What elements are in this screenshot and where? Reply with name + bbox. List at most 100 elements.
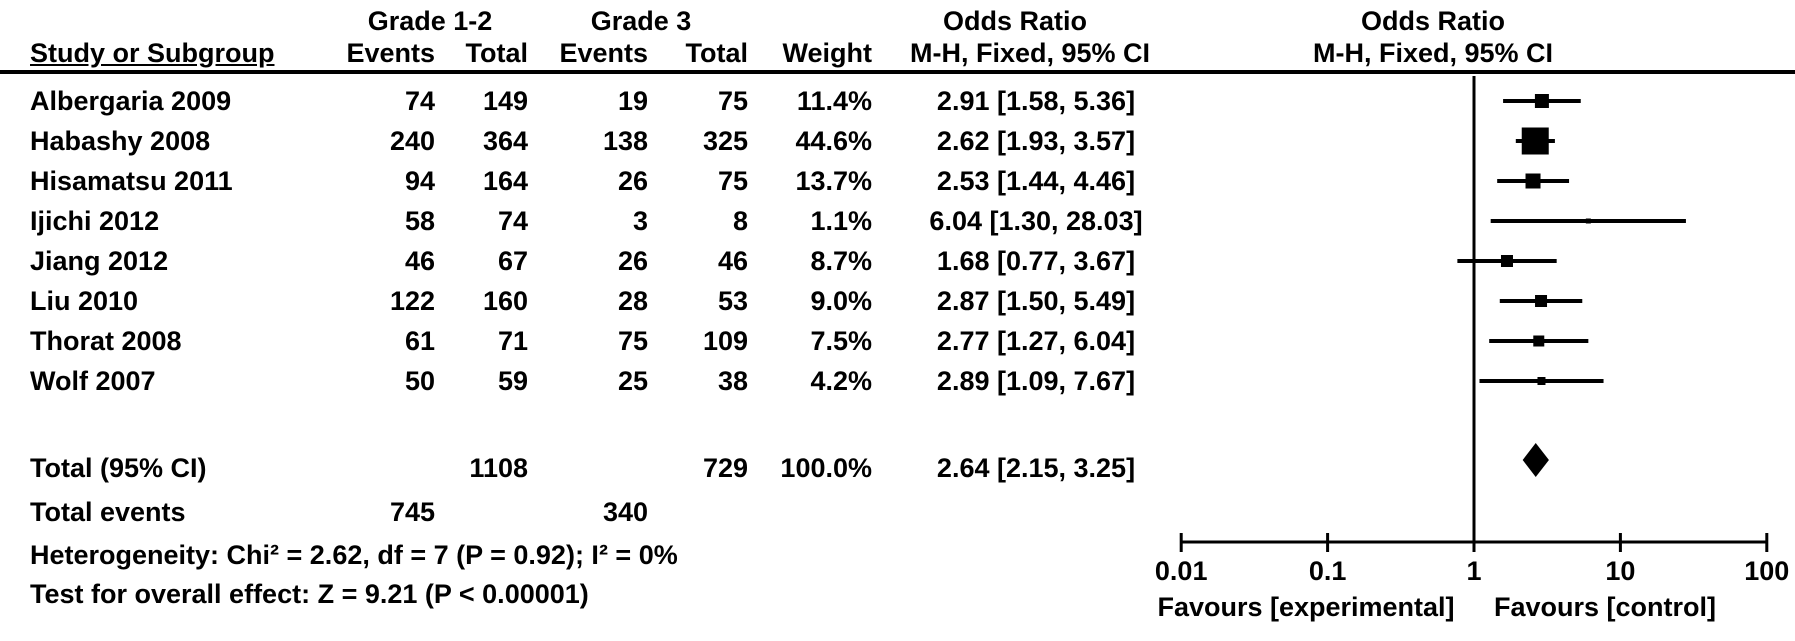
total-or-ci: 2.64 [2.15, 3.25]	[936, 453, 1136, 483]
grade12-events-cell: 50	[404, 366, 435, 396]
or-point-marker	[1525, 173, 1541, 189]
grade12-total-cell: 74	[497, 206, 528, 236]
or-ci-cell: 2.62 [1.93, 3.57]	[936, 126, 1136, 156]
grade12-total-cell: 164	[482, 166, 528, 196]
grade3-events-cell: 28	[617, 286, 648, 316]
weight-cell: 13.7%	[795, 166, 872, 196]
grade12-events-cell: 58	[404, 206, 435, 236]
total-row: Total (95% CI) 1108 729 100.0% 2.64 [2.1…	[0, 451, 1795, 485]
or-point-marker	[1521, 127, 1549, 155]
grade3-events-cell: 138	[602, 126, 648, 156]
study-name-cell: Jiang 2012	[30, 246, 169, 276]
or-point-marker	[1537, 377, 1546, 385]
grade12-total-cell: 59	[497, 366, 528, 396]
weight-cell: 4.2%	[810, 366, 872, 396]
grade3-events-header: Events	[559, 38, 648, 68]
grade12-total-cell: 364	[482, 126, 528, 156]
grade3-total-cell: 75	[717, 86, 748, 116]
total-diamond	[1522, 443, 1549, 477]
table-row: Habashy 2008 240 364 138 325 44.6% 2.62 …	[0, 124, 1795, 158]
grade3-total-cell: 8	[732, 206, 748, 236]
table-row: Ijichi 2012 58 74 3 8 1.1% 6.04 [1.30, 2…	[0, 204, 1795, 238]
or-ci-cell: 2.91 [1.58, 5.36]	[936, 86, 1136, 116]
grade3-total-cell: 325	[702, 126, 748, 156]
grade3-events-cell: 25	[617, 366, 648, 396]
total-events-label: Total events	[30, 497, 186, 527]
weight-cell: 1.1%	[810, 206, 872, 236]
or-column-subheader: M-H, Fixed, 95% CI	[909, 38, 1151, 68]
heterogeneity-text: Heterogeneity: Chi² = 2.62, df = 7 (P = …	[30, 540, 678, 570]
or-point-marker	[1500, 255, 1513, 267]
weight-cell: 11.4%	[796, 86, 872, 116]
study-name-cell: Ijichi 2012	[30, 206, 160, 236]
grade3-total-cell: 38	[717, 366, 748, 396]
grade12-events-cell: 240	[389, 126, 435, 156]
grade12-total-cell: 71	[497, 326, 528, 356]
study-name-cell: Albergaria 2009	[30, 86, 232, 116]
table-row: Jiang 2012 46 67 26 46 8.7% 1.68 [0.77, …	[0, 244, 1795, 278]
grade3-total-cell: 109	[702, 326, 748, 356]
column-group-grade3: Grade 3	[590, 6, 692, 36]
grade12-total-cell: 160	[482, 286, 528, 316]
or-ci-cell: 6.04 [1.30, 28.03]	[929, 206, 1143, 236]
total-weight: 100.0%	[780, 453, 872, 483]
overall-effect-text: Test for overall effect: Z = 9.21 (P < 0…	[30, 579, 589, 609]
grade3-events-cell: 26	[617, 246, 648, 276]
grade12-events-cell: 74	[404, 86, 435, 116]
grade12-events-cell: 46	[404, 246, 435, 276]
grade3-total-header: Total	[685, 38, 749, 68]
favours-left-label: Favours [experimental]	[1157, 592, 1455, 622]
x-tick-label: 0.01	[1154, 556, 1208, 586]
grade3-events-cell: 26	[617, 166, 648, 196]
grade3-events-cell: 75	[617, 326, 648, 356]
total-grade12-total: 1108	[469, 453, 528, 483]
study-name-cell: Thorat 2008	[30, 326, 182, 356]
grade3-events-cell: 3	[632, 206, 648, 236]
or-column-title: Odds Ratio	[942, 6, 1087, 36]
or-point-marker	[1535, 295, 1548, 307]
table-row: Albergaria 2009 74 149 19 75 11.4% 2.91 …	[0, 84, 1795, 118]
x-tick-label: 0.1	[1308, 556, 1347, 586]
table-row: Wolf 2007 50 59 25 38 4.2% 2.89 [1.09, 7…	[0, 364, 1795, 398]
study-name-cell: Wolf 2007	[30, 366, 156, 396]
total-events-grade12: 745	[389, 497, 435, 527]
study-name-cell: Habashy 2008	[30, 126, 211, 156]
heterogeneity-row: Heterogeneity: Chi² = 2.62, df = 7 (P = …	[0, 538, 1795, 572]
total-events-grade3: 340	[602, 497, 648, 527]
study-name-cell: Liu 2010	[30, 286, 139, 316]
or-ci-cell: 2.87 [1.50, 5.49]	[936, 286, 1136, 316]
or-point-marker	[1533, 335, 1545, 347]
or-point-marker	[1585, 218, 1591, 224]
weight-cell: 9.0%	[810, 286, 872, 316]
x-tick-label: 10	[1605, 556, 1636, 586]
plot-column-title: Odds Ratio	[1360, 6, 1505, 36]
header-rule	[0, 70, 1795, 74]
weight-column-header: Weight	[782, 38, 873, 68]
grade12-total-header: Total	[465, 38, 529, 68]
overall-effect-row: Test for overall effect: Z = 9.21 (P < 0…	[0, 577, 1795, 611]
total-label: Total (95% CI)	[30, 453, 207, 483]
plot-column-subheader: M-H, Fixed, 95% CI	[1312, 38, 1554, 68]
total-grade3-total: 729	[702, 453, 748, 483]
or-ci-cell: 2.53 [1.44, 4.46]	[936, 166, 1136, 196]
grade12-events-cell: 61	[404, 326, 435, 356]
grade3-total-cell: 75	[717, 166, 748, 196]
grade3-events-cell: 19	[617, 86, 648, 116]
weight-cell: 7.5%	[810, 326, 872, 356]
favours-right-label: Favours [control]	[1493, 592, 1716, 622]
or-point-marker	[1534, 94, 1549, 108]
weight-cell: 8.7%	[810, 246, 872, 276]
x-tick-label: 1	[1466, 556, 1482, 586]
grade12-events-header: Events	[346, 38, 435, 68]
x-tick-label: 100	[1744, 556, 1790, 586]
table-row: Hisamatsu 2011 94 164 26 75 13.7% 2.53 […	[0, 164, 1795, 198]
or-ci-cell: 1.68 [0.77, 3.67]	[936, 246, 1136, 276]
grade3-total-cell: 46	[717, 246, 748, 276]
table-row: Liu 2010 122 160 28 53 9.0% 2.87 [1.50, …	[0, 284, 1795, 318]
table-row: Thorat 2008 61 71 75 109 7.5% 2.77 [1.27…	[0, 324, 1795, 358]
column-group-grade12: Grade 1-2	[367, 6, 493, 36]
study-column-header: Study or Subgroup	[30, 38, 275, 68]
grade12-total-cell: 149	[482, 86, 528, 116]
